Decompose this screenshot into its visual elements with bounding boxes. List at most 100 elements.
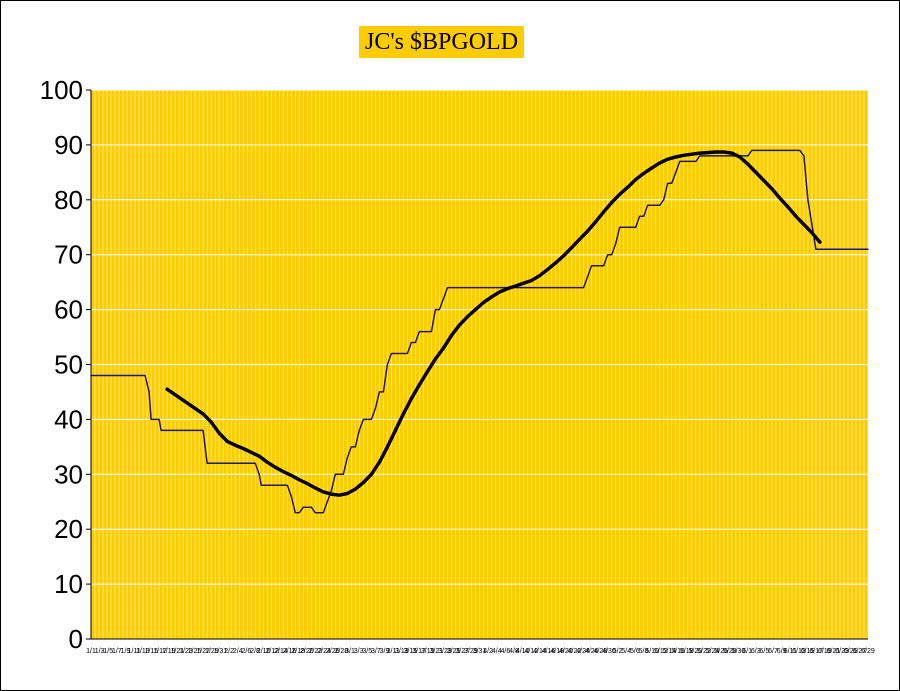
x-tick-label: 4/26 — [585, 648, 599, 655]
x-tick-label: 4/22 — [568, 648, 582, 655]
x-tick-label: 4/10 — [516, 648, 530, 655]
x-tick-label: 1/1 — [86, 648, 96, 655]
x-tick-label: 2/24 — [317, 648, 331, 655]
x-tick-label: 3/9 — [380, 648, 390, 655]
y-tick-label: 70 — [54, 240, 83, 270]
x-tick-label: 4/4 — [492, 648, 502, 655]
y-tick-label: 0 — [69, 624, 83, 654]
x-tick-label: 6/21 — [827, 648, 841, 655]
chart-title: JC's $BPGOLD — [359, 26, 525, 58]
x-tick-label: 2/16 — [283, 648, 297, 655]
x-tick-label: 1/19 — [162, 648, 176, 655]
x-tick-label: 1/31 — [214, 648, 228, 655]
x-tick-label: 1/9 — [121, 648, 131, 655]
x-tick-label: 5/26 — [714, 648, 728, 655]
y-tick-label: 60 — [54, 295, 83, 325]
x-tick-label: 6/29 — [861, 648, 875, 655]
x-tick-label: 6/13 — [792, 648, 806, 655]
x-tick-label: 4/16 — [542, 648, 556, 655]
series-group — [90, 149, 869, 514]
x-tick-label: 4/30 — [602, 648, 616, 655]
x-tick-label: 4/18 — [550, 648, 564, 655]
x-tick-label: 1/25 — [188, 648, 202, 655]
x-tick-label: 5/22 — [697, 648, 711, 655]
x-tick-label: 4/28 — [594, 648, 608, 655]
x-tick-label: 4/6 — [501, 648, 511, 655]
x-tick-label: 5/18 — [680, 648, 694, 655]
x-tick-label: 5/12 — [654, 648, 668, 655]
x-tick-label: 3/7 — [371, 648, 381, 655]
y-gridlines — [91, 89, 868, 640]
x-tick-label: 1/3 — [95, 648, 105, 655]
x-tick-label: 1/7 — [112, 648, 122, 655]
y-tick-label: 40 — [54, 404, 83, 434]
x-tick-label: 2/2 — [224, 648, 234, 655]
x-tick-label: 1/27 — [196, 648, 210, 655]
y-tick-labels: 0 10 20 30 40 50 60 70 80 90 100 — [40, 75, 91, 654]
x-tick-label: 3/21 — [430, 648, 444, 655]
x-tick-label: 5/16 — [671, 648, 685, 655]
x-tick-label: 3/11 — [387, 648, 400, 655]
x-tick-label: 4/8 — [509, 648, 519, 655]
x-tick-label: 5/24 — [706, 648, 720, 655]
x-tick-label: 3/15 — [404, 648, 418, 655]
x-tick-label: 3/29 — [464, 648, 478, 655]
y-tick-label: 20 — [54, 514, 83, 544]
x-tick-label: 6/7 — [768, 648, 778, 655]
x-tick-label: 2/4 — [233, 648, 243, 655]
x-tick-label: 2/26 — [326, 648, 340, 655]
x-tick-label: 5/2 — [613, 648, 623, 655]
x-tick-label: 1/5 — [103, 648, 113, 655]
x-tick-label: 4/12 — [524, 648, 538, 655]
x-tick-label: 5/30 — [732, 648, 746, 655]
x-tick-label: 1/13 — [136, 648, 150, 655]
x-tick-label: 3/17 — [412, 648, 426, 655]
x-tick-label: 3/3 — [354, 648, 364, 655]
x-tick-label: 1/23 — [179, 648, 193, 655]
x-tick-label: 5/4 — [621, 648, 631, 655]
x-tick-label: 6/11 — [784, 648, 797, 655]
y-tick-label: 100 — [40, 75, 83, 105]
x-tick-label: 2/8 — [250, 648, 260, 655]
series-line-smoothed — [165, 150, 822, 497]
x-tick-label: 5/6 — [630, 648, 640, 655]
x-tick-label: 6/25 — [844, 648, 858, 655]
x-tick-label: 5/28 — [723, 648, 737, 655]
x-tick-label: 6/27 — [853, 648, 867, 655]
x-tick-label: 2/10 — [257, 648, 271, 655]
x-tick-label: 2/14 — [274, 648, 288, 655]
x-tick-label: 3/27 — [455, 648, 469, 655]
y-tick-label: 30 — [54, 459, 83, 489]
x-tick-label: 3/5 — [362, 648, 372, 655]
x-tick-label: 6/3 — [751, 648, 761, 655]
x-tick-label: 6/9 — [777, 648, 787, 655]
x-tick-label: 3/1 — [345, 648, 355, 655]
x-tick-label: 3/23 — [438, 648, 452, 655]
y-tick-label: 50 — [54, 350, 83, 380]
y-tick-label: 80 — [54, 185, 83, 215]
x-tick-label: 4/24 — [576, 648, 590, 655]
x-tick-label: 1/15 — [145, 648, 159, 655]
x-tick-label: 3/13 — [395, 648, 409, 655]
x-tick-label: 2/22 — [309, 648, 323, 655]
x-tick-label: 2/20 — [300, 648, 314, 655]
x-tick-label: 3/25 — [447, 648, 461, 655]
x-tick-label: 2/6 — [242, 648, 252, 655]
y-tick-label: 90 — [54, 130, 83, 160]
x-tick-label: 3/31 — [473, 648, 487, 655]
x-tick-label: 5/20 — [689, 648, 703, 655]
x-tick-label: 6/19 — [818, 648, 832, 655]
x-tick-label: 6/17 — [809, 648, 823, 655]
y-tick-label: 10 — [54, 569, 83, 599]
x-tick-label: 2/18 — [291, 648, 305, 655]
x-tick-label: 4/2 — [483, 648, 493, 655]
x-tick-label: 3/19 — [421, 648, 435, 655]
x-tick-label: 1/21 — [171, 648, 185, 655]
x-tick-label: 4/14 — [533, 648, 547, 655]
x-tick-label: 5/14 — [663, 648, 677, 655]
x-tick-label: 6/23 — [835, 648, 849, 655]
x-tick-label: 4/20 — [559, 648, 573, 655]
x-tick-label: 6/15 — [801, 648, 815, 655]
x-tick-label: 6/1 — [742, 648, 752, 655]
